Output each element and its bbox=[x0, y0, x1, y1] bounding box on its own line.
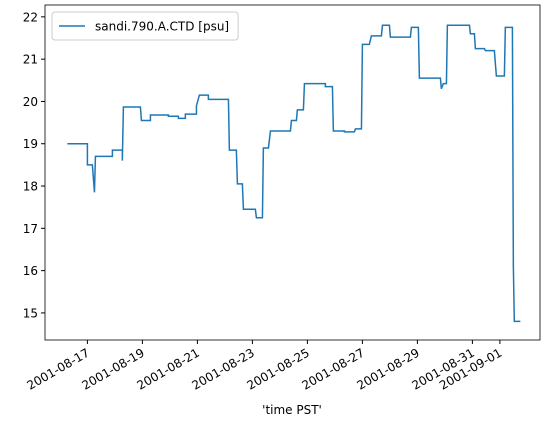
legend: sandi.790.A.CTD [psu] bbox=[51, 11, 239, 41]
plot-frame bbox=[44, 4, 541, 341]
x-axis-label: 'time PST' bbox=[262, 403, 322, 417]
y-tick-label: 17 bbox=[23, 222, 38, 236]
data-line bbox=[67, 24, 521, 323]
y-tick-label: 20 bbox=[23, 95, 38, 109]
y-tick-label: 22 bbox=[23, 10, 38, 24]
legend-box bbox=[51, 11, 239, 41]
y-tick-label: 15 bbox=[23, 306, 38, 320]
y-tick-label: 21 bbox=[23, 53, 38, 67]
y-tick-label: 16 bbox=[23, 264, 38, 278]
y-tick-label: 18 bbox=[23, 180, 38, 194]
y-tick-label: 19 bbox=[23, 137, 38, 151]
legend-label: sandi.790.A.CTD [psu] bbox=[95, 20, 229, 34]
